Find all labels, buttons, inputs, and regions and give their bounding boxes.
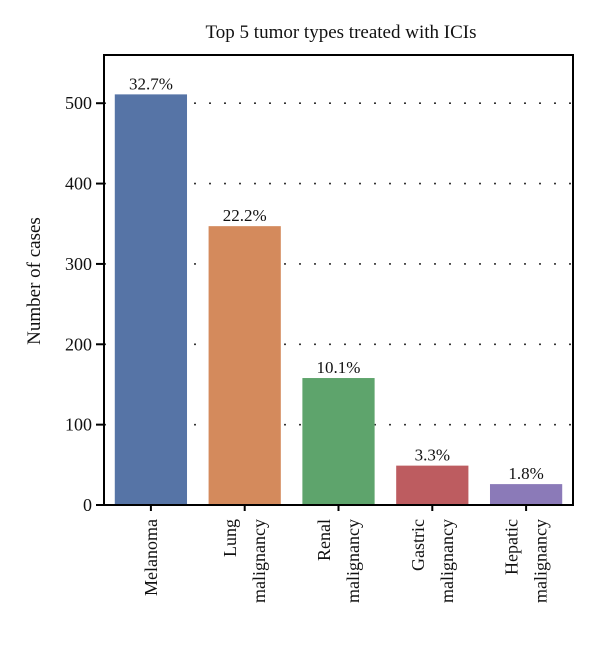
x-tick-label: Renal [314,519,334,561]
x-tick-label-group: Gastric malignancy [408,519,457,603]
y-tick-label: 0 [83,495,92,515]
y-tick-label: 500 [65,93,92,113]
x-tick-label: malignancy [249,519,269,603]
x-tick-label: malignancy [437,519,457,603]
data-label: 22.2% [223,206,267,225]
x-tick-label: Gastric [408,519,428,571]
x-tick-label: malignancy [343,519,363,603]
bar [302,378,375,505]
grid-lines [104,102,573,426]
data-label: 3.3% [415,446,450,465]
y-axis-label: Number of cases [24,217,45,345]
y-axis: 0 100 200 300 400 500 [65,93,104,515]
bar [396,465,469,505]
y-tick-label: 100 [65,415,92,435]
bar [208,226,281,506]
y-tick-label: 200 [65,334,92,354]
x-axis: Melanoma Lung malignancy Renal malignancy Gas… [141,505,551,603]
x-tick-label-group: Renal malignancy [314,519,363,603]
bar [489,484,563,505]
x-tick-label: Hepatic [502,519,522,575]
x-tick-label: malignancy [531,519,551,603]
bars [114,94,563,506]
data-label: 32.7% [129,74,173,93]
x-tick-label: Melanoma [141,519,161,596]
chart-title: Top 5 tumor types treated with ICIs [206,22,477,43]
x-tick-label-group: Lung malignancy [220,519,269,603]
x-tick-label-group: Hepatic malignancy [502,519,551,603]
data-label: 1.8% [508,464,543,483]
y-tick-label: 400 [65,174,92,194]
y-tick-label: 300 [65,254,92,274]
x-tick-label: Lung [220,519,240,557]
data-label: 10.1% [317,358,361,377]
x-tick-label-group: Melanoma [141,519,161,596]
data-labels: 32.7% 22.2% 10.1% 3.3% 1.8% [129,74,544,483]
bar [114,94,188,505]
